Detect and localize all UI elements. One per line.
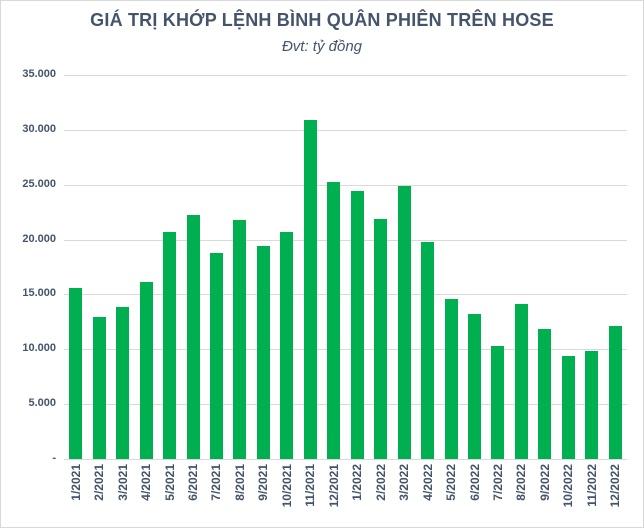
x-axis-tick: 2/2022 — [374, 464, 388, 524]
x-axis-tick: 4/2021 — [139, 464, 153, 524]
bar-4-2022 — [421, 242, 434, 459]
x-axis-tick-label: 5/2022 — [444, 464, 458, 501]
bar-5-2022 — [445, 299, 458, 459]
bar-2-2022 — [374, 219, 387, 459]
gridline — [64, 130, 627, 131]
x-axis-tick: 7/2022 — [491, 464, 505, 524]
gridline — [64, 459, 627, 460]
bar-1-2021 — [69, 288, 82, 459]
x-axis-tick-label: 3/2021 — [116, 464, 130, 501]
gridline — [64, 75, 627, 76]
x-axis-tick: 12/2022 — [608, 464, 622, 524]
bar-2-2021 — [93, 317, 106, 459]
x-axis-tick: 10/2022 — [561, 464, 575, 524]
x-axis-tick: 7/2021 — [209, 464, 223, 524]
x-axis-tick: 6/2022 — [468, 464, 482, 524]
x-axis-tick-label: 10/2022 — [561, 464, 575, 508]
bar-7-2022 — [491, 346, 504, 459]
x-axis-tick: 10/2021 — [280, 464, 294, 524]
x-axis-tick: 1/2021 — [69, 464, 83, 524]
x-axis-tick: 2/2021 — [92, 464, 106, 524]
y-axis-tick-label: - — [52, 452, 56, 464]
bar-3-2022 — [398, 186, 411, 459]
x-axis-tick: 5/2022 — [444, 464, 458, 524]
bar-10-2022 — [562, 356, 575, 459]
x-axis-tick: 5/2021 — [163, 464, 177, 524]
bar-7-2021 — [210, 253, 223, 459]
y-axis-tick-label: 25.000 — [22, 178, 56, 190]
bar-11-2022 — [585, 351, 598, 459]
x-axis-tick: 6/2021 — [186, 464, 200, 524]
y-axis-tick-label: 15.000 — [22, 287, 56, 299]
x-axis-tick-label: 12/2022 — [608, 464, 622, 508]
gridline — [64, 185, 627, 186]
x-axis-tick-label: 4/2022 — [421, 464, 435, 501]
x-axis-tick-label: 5/2021 — [163, 464, 177, 501]
bar-9-2021 — [257, 246, 270, 459]
x-axis-tick: 11/2021 — [303, 464, 317, 524]
bar-11-2021 — [304, 120, 317, 459]
bar-10-2021 — [280, 232, 293, 459]
bar-9-2022 — [538, 329, 551, 459]
bar-1-2022 — [351, 191, 364, 459]
bar-5-2021 — [163, 232, 176, 459]
bar-6-2022 — [468, 314, 481, 459]
x-axis-tick-label: 10/2021 — [280, 464, 294, 508]
x-axis-tick: 12/2021 — [327, 464, 341, 524]
bar-4-2021 — [140, 282, 153, 459]
x-axis-tick-label: 6/2021 — [186, 464, 200, 501]
x-axis-tick-label: 7/2021 — [209, 464, 223, 501]
x-axis-tick: 1/2022 — [350, 464, 364, 524]
gridline — [64, 349, 627, 350]
x-axis-tick-label: 7/2022 — [491, 464, 505, 501]
x-axis-tick-label: 8/2022 — [514, 464, 528, 501]
x-axis-tick-label: 1/2021 — [69, 464, 83, 501]
y-axis-tick-label: 30.000 — [22, 123, 56, 135]
bar-12-2021 — [327, 182, 340, 459]
bar-12-2022 — [609, 326, 622, 459]
x-axis-tick: 8/2022 — [514, 464, 528, 524]
y-axis-tick-label: 20.000 — [22, 233, 56, 245]
x-axis-tick-label: 3/2022 — [397, 464, 411, 501]
x-axis-tick-label: 1/2022 — [350, 464, 364, 501]
x-axis-tick-label: 2/2022 — [374, 464, 388, 501]
y-axis-tick-label: 10.000 — [22, 342, 56, 354]
x-axis-tick-label: 2/2021 — [92, 464, 106, 501]
gridline — [64, 240, 627, 241]
x-axis-tick: 9/2021 — [256, 464, 270, 524]
chart-subtitle: Đvt: tỷ đồng — [281, 38, 363, 55]
x-axis-tick-label: 11/2021 — [303, 464, 317, 507]
x-axis-tick: 8/2021 — [233, 464, 247, 524]
chart-title: GIÁ TRỊ KHỚP LỆNH BÌNH QUÂN PHIÊN TRÊN H… — [90, 10, 554, 30]
y-axis-tick-label: 5.000 — [28, 397, 56, 409]
y-axis-tick-label: 35.000 — [22, 68, 56, 80]
bar-8-2021 — [233, 220, 246, 459]
x-axis-tick-label: 11/2022 — [585, 464, 599, 507]
x-axis-tick: 4/2022 — [421, 464, 435, 524]
x-axis-tick: 3/2022 — [397, 464, 411, 524]
x-axis-tick-label: 6/2022 — [468, 464, 482, 501]
x-axis-tick-label: 9/2021 — [256, 464, 270, 501]
gridline — [64, 404, 627, 405]
x-axis-tick-label: 12/2021 — [327, 464, 341, 508]
x-axis-tick-label: 8/2021 — [233, 464, 247, 501]
x-axis-tick-label: 9/2022 — [538, 464, 552, 501]
x-axis-tick-label: 4/2021 — [139, 464, 153, 501]
bar-3-2021 — [116, 307, 129, 459]
bar-8-2022 — [515, 304, 528, 459]
bar-6-2021 — [187, 215, 200, 459]
x-axis-tick: 9/2022 — [538, 464, 552, 524]
x-axis-tick: 11/2022 — [585, 464, 599, 524]
x-axis-tick: 3/2021 — [116, 464, 130, 524]
gridline — [64, 294, 627, 295]
